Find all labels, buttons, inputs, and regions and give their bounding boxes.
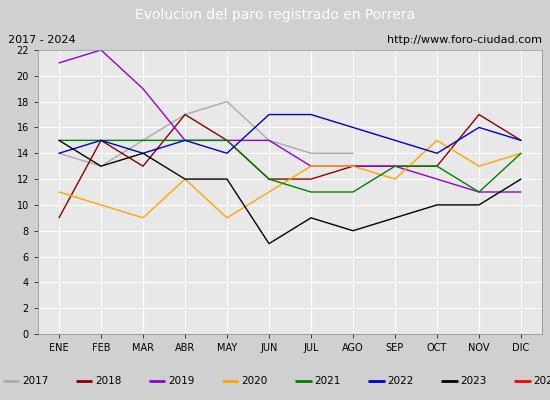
Text: 2019: 2019 bbox=[168, 376, 195, 386]
Text: 2020: 2020 bbox=[241, 376, 267, 386]
Text: 2023: 2023 bbox=[460, 376, 487, 386]
Text: 2017 - 2024: 2017 - 2024 bbox=[8, 35, 76, 45]
Text: http://www.foro-ciudad.com: http://www.foro-ciudad.com bbox=[387, 35, 542, 45]
Text: 2017: 2017 bbox=[22, 376, 48, 386]
Text: 2022: 2022 bbox=[387, 376, 414, 386]
Text: 2024: 2024 bbox=[534, 376, 550, 386]
Text: 2018: 2018 bbox=[95, 376, 122, 386]
Text: 2021: 2021 bbox=[314, 376, 340, 386]
Text: Evolucion del paro registrado en Porrera: Evolucion del paro registrado en Porrera bbox=[135, 8, 415, 22]
